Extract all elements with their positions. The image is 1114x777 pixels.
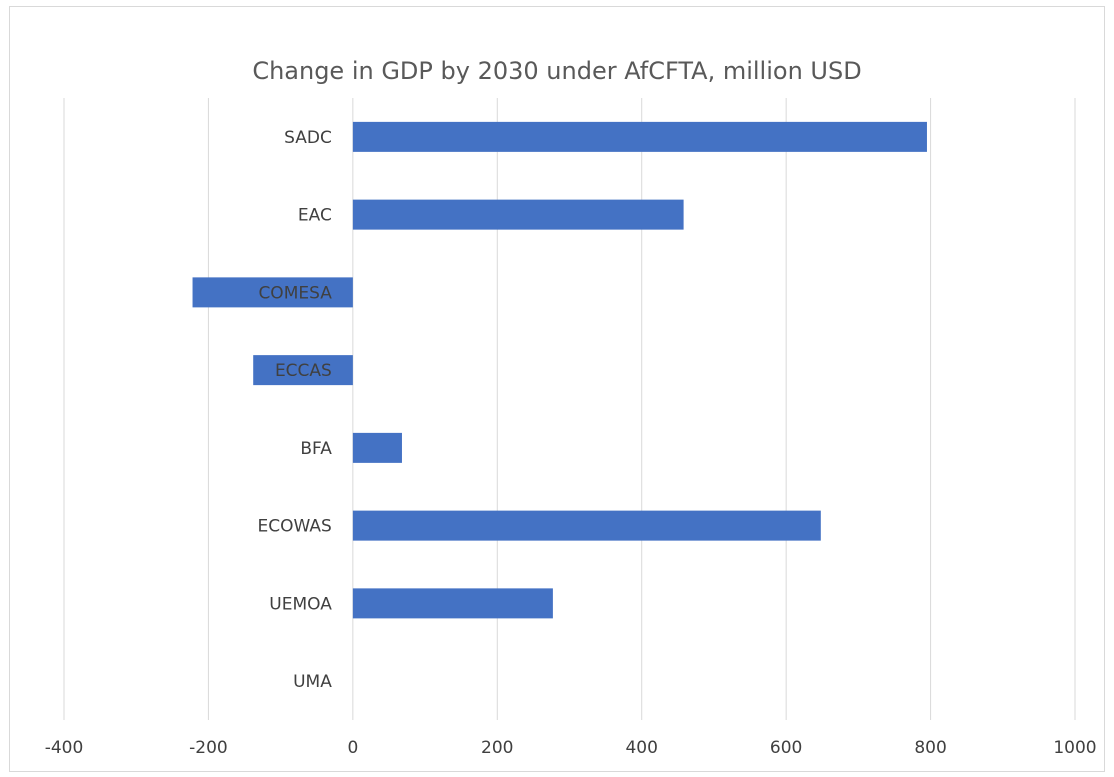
chart-title: Change in GDP by 2030 under AfCFTA, mill… <box>252 57 861 85</box>
x-tick-label: 800 <box>914 738 946 758</box>
x-tick-label: 200 <box>481 738 513 758</box>
category-label-uemoa: UEMOA <box>269 594 332 614</box>
x-tick-label: 1000 <box>1053 738 1096 758</box>
category-label-eccas: ECCAS <box>275 361 332 381</box>
bar-uemoa <box>352 588 553 619</box>
category-label-eac: EAC <box>298 206 332 226</box>
x-tick-label: -200 <box>189 738 228 758</box>
bar-bfa <box>352 432 402 463</box>
category-label-bfa: BFA <box>300 439 332 459</box>
category-label-ecowas: ECOWAS <box>258 517 332 537</box>
x-tick-label: -400 <box>45 738 84 758</box>
category-label-sadc: SADC <box>284 128 332 148</box>
gridlines <box>63 98 1076 720</box>
bars <box>192 121 927 619</box>
category-label-comesa: COMESA <box>258 283 332 303</box>
bar-ecowas <box>352 510 821 541</box>
x-tick-label: 0 <box>347 738 358 758</box>
bar-sadc <box>352 121 927 152</box>
bar-comesa <box>192 277 353 308</box>
x-tick-label: 400 <box>625 738 657 758</box>
bar-eccas <box>253 355 353 386</box>
x-tick-label: 600 <box>770 738 802 758</box>
x-axis-tick-labels: -400 -200 0 200 400 600 800 1000 <box>45 738 1097 758</box>
bar-eac <box>352 199 684 230</box>
category-label-uma: UMA <box>293 672 332 692</box>
category-labels: SADC EAC COMESA ECCAS BFA ECOWAS UEMOA UMA <box>258 128 333 692</box>
